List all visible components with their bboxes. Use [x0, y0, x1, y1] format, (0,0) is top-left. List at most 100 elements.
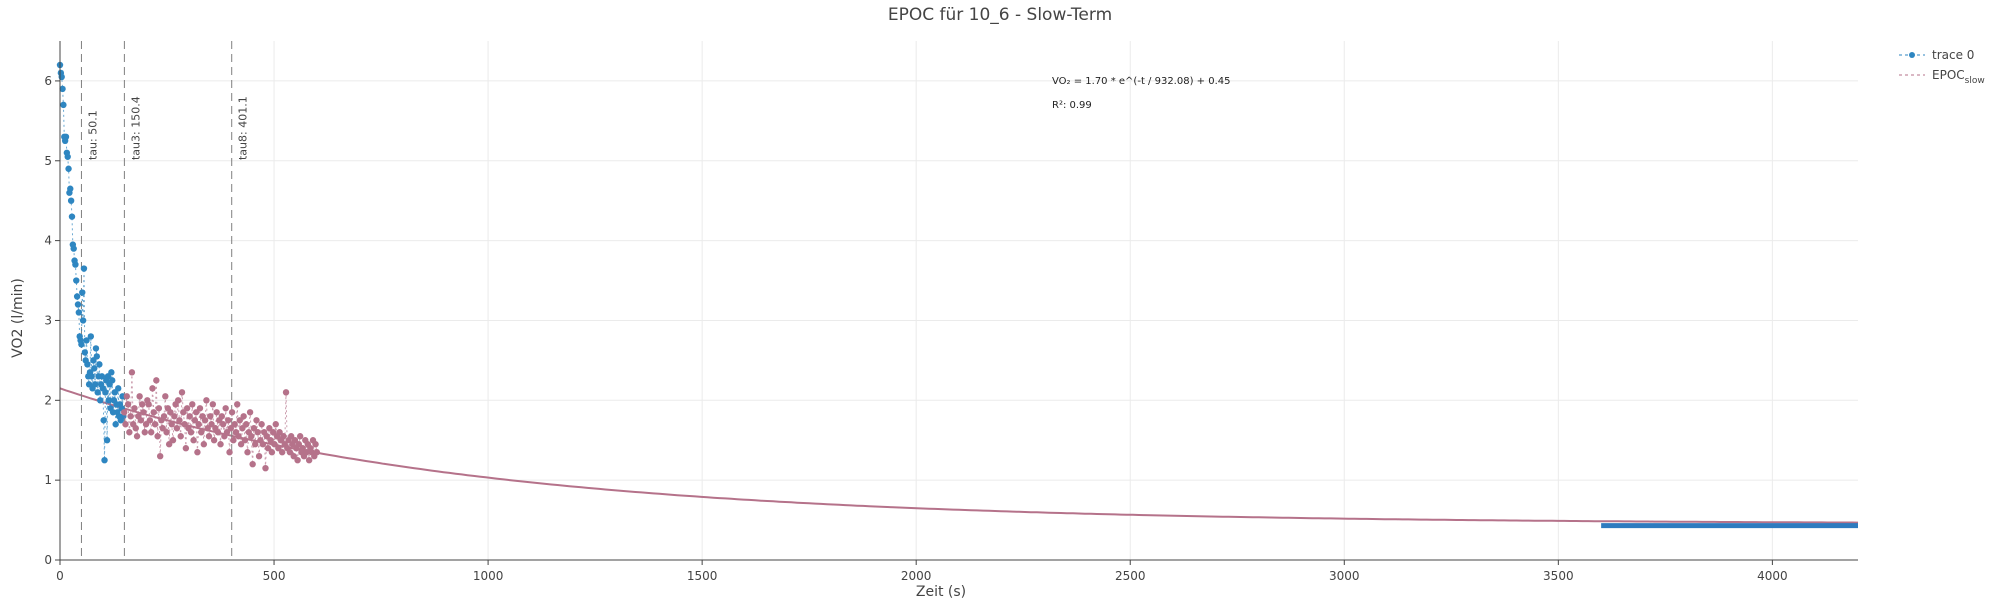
data-point: [276, 429, 283, 436]
x-tick-label: 1500: [687, 569, 718, 583]
data-point: [159, 425, 166, 432]
y-tick-label: 0: [44, 553, 52, 567]
data-point: [282, 389, 290, 396]
data-point: [196, 405, 204, 412]
data-point: [195, 421, 202, 428]
data-point: [151, 421, 159, 428]
data-point: [98, 373, 106, 380]
data-point: [239, 425, 246, 432]
data-point: [250, 425, 258, 432]
data-point: [70, 245, 77, 252]
y-tick-label: 3: [44, 313, 52, 327]
data-point: [101, 456, 108, 464]
data-point: [180, 409, 187, 416]
data-point: [78, 341, 85, 348]
data-point: [223, 429, 231, 436]
data-point: [198, 429, 205, 436]
data-point: [168, 421, 175, 428]
data-point: [96, 361, 103, 368]
fit-annotations: VO₂ = 1.70 * e^(-t / 932.08) + 0.45 R²: …: [1052, 76, 1231, 111]
y-tick-label: 4: [44, 234, 52, 248]
data-point: [153, 377, 160, 384]
data-point: [75, 309, 83, 316]
x-axis-title: Zeit (s): [916, 584, 966, 600]
data-point: [280, 433, 287, 440]
data-point: [92, 345, 100, 352]
data-point: [124, 401, 132, 408]
data-point: [240, 413, 247, 420]
data-point: [68, 213, 76, 220]
tick-labels: 0 500 1000 1500 2000 2500 3000 3500 4000 0 1 2 3 4 5 6: [44, 74, 1787, 583]
data-point: [160, 413, 168, 420]
data-point: [60, 101, 67, 109]
data-point: [209, 401, 217, 408]
data-point: [123, 393, 130, 400]
data-point: [259, 441, 267, 448]
data-point: [162, 393, 169, 400]
data-point: [138, 401, 146, 408]
data-point: [299, 445, 306, 452]
data-point: [145, 401, 152, 408]
data-point: [121, 409, 128, 416]
fit-curve: [59, 387, 1859, 524]
data-point: [192, 409, 200, 416]
tau-label: tau8: 401.1: [237, 96, 250, 160]
data-point: [64, 153, 71, 160]
data-point: [267, 437, 274, 444]
data-point: [231, 421, 238, 428]
data-point: [94, 389, 101, 396]
data-point: [295, 441, 303, 448]
data-point: [65, 165, 72, 172]
data-point: [109, 377, 116, 384]
data-point: [252, 441, 259, 448]
data-point: [268, 449, 276, 456]
data-point: [181, 421, 188, 428]
data-point: [72, 261, 79, 268]
y-tick-label: 2: [44, 393, 52, 407]
data-point: [79, 289, 86, 296]
x-tick-label: 1000: [473, 569, 504, 583]
data-point: [189, 401, 196, 408]
data-point: [140, 409, 147, 416]
data-point: [165, 441, 173, 448]
data-point: [149, 385, 156, 392]
x-tick-label: 2000: [901, 569, 932, 583]
data-point: [84, 361, 91, 368]
data-point: [136, 393, 143, 400]
data-point: [74, 301, 82, 308]
data-point: [133, 433, 141, 440]
data-point: [303, 449, 310, 456]
data-point: [187, 429, 195, 436]
data-point: [200, 441, 208, 448]
data-point: [169, 437, 177, 444]
data-point: [266, 425, 273, 432]
data-point: [269, 429, 277, 436]
y-tick-label: 1: [44, 473, 52, 487]
data-point: [174, 397, 182, 404]
data-point: [214, 429, 222, 436]
data-point: [287, 433, 295, 440]
data-point: [271, 441, 278, 448]
data-point: [112, 421, 119, 428]
data-point: [228, 409, 236, 416]
tau-label: tau: 50.1: [86, 110, 99, 160]
data-point: [191, 417, 199, 424]
y-tick-label: 5: [44, 154, 52, 168]
data-point: [235, 433, 242, 440]
grid: [59, 41, 1858, 561]
data-point: [264, 445, 272, 452]
fit-r-squared: R²: 0.99: [1052, 100, 1092, 111]
axes: [59, 41, 1858, 561]
data-point: [213, 409, 220, 416]
data-point: [219, 421, 227, 428]
data-point: [62, 133, 70, 141]
data-point: [102, 389, 109, 396]
tau-lines: tau: 50.1 tau3: 150.4 tau8: 401.1: [80, 41, 250, 560]
data-point: [243, 421, 250, 428]
data-point: [73, 293, 81, 300]
data-point: [208, 421, 215, 428]
data-point: [286, 449, 294, 456]
legend-label: EPOCslow: [1932, 68, 1985, 86]
y-axis-title: VO2 (l/min): [10, 278, 26, 358]
